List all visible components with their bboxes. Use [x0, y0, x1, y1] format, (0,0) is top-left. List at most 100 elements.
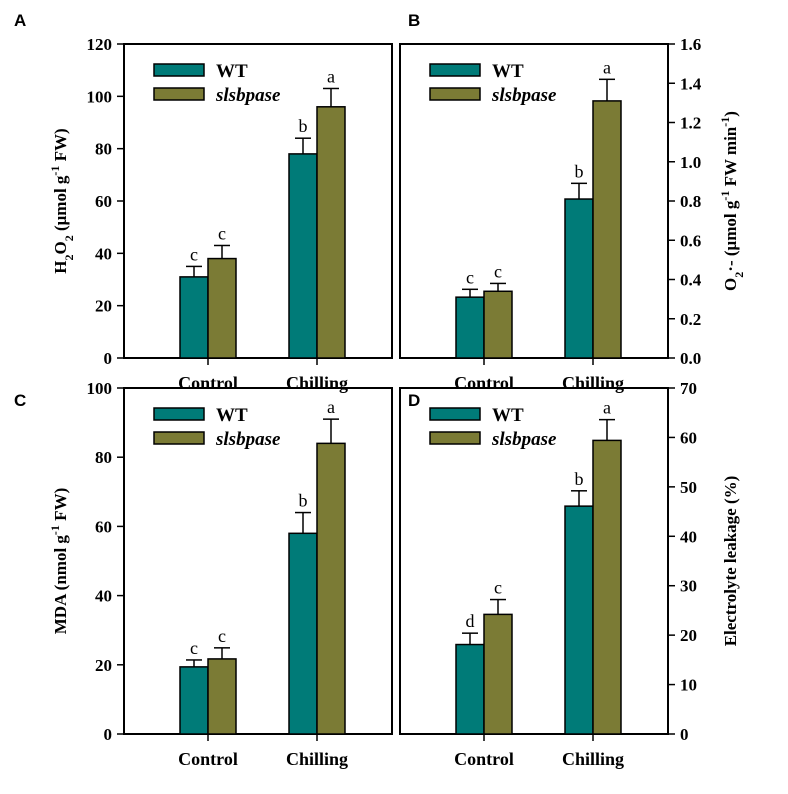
y-axis-label-part: ·-: [721, 260, 740, 272]
y-axis-label-part: MDA (nmol g: [51, 535, 70, 635]
y-axis-label-part: 2: [62, 254, 76, 260]
y-tick-label: 20: [95, 656, 112, 675]
y-tick-label: 100: [87, 379, 113, 398]
legend-label: WT: [216, 61, 248, 82]
y-axis-label-part: ): [721, 111, 740, 117]
panel-letter: B: [408, 11, 420, 30]
y-tick-label: 1.4: [680, 74, 702, 93]
legend-label: WT: [492, 61, 524, 82]
y-tick-label: 60: [95, 192, 112, 211]
legend-swatch: [429, 407, 481, 421]
y-tick-label: 60: [95, 517, 112, 536]
y-tick-label: 60: [680, 428, 697, 447]
legend-label: slsbpase: [215, 85, 281, 106]
y-axis-label-part: FW): [51, 488, 70, 525]
y-tick-label: 0.8: [680, 192, 701, 211]
y-axis-label-part: -1: [718, 191, 732, 201]
y-axis-label-part: FW): [51, 128, 70, 165]
x-tick-label: Chilling: [562, 373, 624, 393]
y-axis-label-part: O: [51, 241, 70, 254]
y-axis-label: Electrolyte leakage (%): [721, 476, 740, 647]
y-axis-label-part: 2: [62, 235, 76, 241]
y-tick-label: 0: [104, 725, 113, 744]
x-tick-label: Control: [178, 749, 238, 769]
y-tick-label: 1.2: [680, 114, 701, 133]
y-axis-label-part: H: [51, 260, 70, 273]
significance-letter: c: [218, 626, 226, 646]
y-tick-label: 120: [87, 35, 113, 54]
bar-wt: [564, 198, 594, 359]
bar-slsbpase: [316, 442, 346, 735]
bar-wt: [564, 505, 594, 735]
legend-swatch: [429, 63, 481, 77]
legend-swatch: [153, 431, 205, 445]
y-axis-label-part: (μmol g: [51, 175, 70, 235]
legend-label: WT: [492, 405, 524, 426]
legend-swatch: [153, 87, 205, 101]
y-tick-label: 70: [680, 379, 697, 398]
panel-c: C 0 20 40 60 80 100 MDA (nmol g-1 FW) Control Chi…: [14, 379, 393, 769]
bar-slsbpase: [483, 290, 513, 359]
significance-letter: c: [190, 638, 198, 658]
y-axis-label-part: FW min: [721, 126, 740, 190]
x-tick-label: Chilling: [286, 749, 348, 769]
y-tick-label: 10: [680, 676, 697, 695]
legend-label: slsbpase: [215, 429, 281, 450]
y-tick-label: 80: [95, 140, 112, 159]
bar-wt: [179, 276, 209, 359]
y-axis-label-part: -1: [48, 166, 62, 176]
bar-slsbpase: [207, 257, 237, 359]
bar-wt: [179, 666, 209, 735]
y-tick-label: 100: [87, 87, 113, 106]
significance-letter: c: [466, 267, 474, 287]
plot-frame: [123, 387, 393, 735]
bar-slsbpase: [592, 100, 622, 359]
x-tick-label: Chilling: [562, 749, 624, 769]
y-tick-label: 0.4: [680, 271, 702, 290]
bar-wt: [455, 296, 485, 359]
plot-frame: [399, 387, 669, 735]
significance-letter: c: [218, 223, 226, 243]
y-tick-label: 0.0: [680, 349, 701, 368]
x-tick-label: Control: [454, 373, 514, 393]
y-axis-label-part: O: [721, 278, 740, 291]
bar-wt: [288, 532, 318, 735]
y-tick-label: 0: [104, 349, 113, 368]
bar-wt: [288, 153, 318, 359]
bar-slsbpase: [592, 439, 622, 735]
y-tick-label: 20: [95, 297, 112, 316]
y-tick-label: 40: [95, 244, 112, 263]
panel-d: D 0 10 20 30 40 50 60 70 Electrolyte leakage (%) C…: [399, 379, 740, 769]
bar-slsbpase: [483, 613, 513, 735]
y-axis-label-part: 2: [732, 272, 746, 278]
y-tick-label: 0: [680, 725, 689, 744]
bar-slsbpase: [207, 658, 237, 735]
y-axis-label-part: (μmol g: [721, 200, 740, 260]
legend-swatch: [429, 431, 481, 445]
legend-label: WT: [216, 405, 248, 426]
x-tick-label: Chilling: [286, 373, 348, 393]
legend-label: slsbpase: [491, 85, 557, 106]
legend-label: slsbpase: [491, 429, 557, 450]
legend-swatch: [429, 87, 481, 101]
panel-b: B 0.0 0.2 0.4 0.6 0.8 1.0 1.2 1.4 1.6 O2·- (μmol g…: [399, 11, 746, 393]
panel-letter: C: [14, 391, 26, 410]
y-axis-label-part: -1: [48, 525, 62, 535]
y-tick-label: 0.6: [680, 231, 701, 250]
significance-letter: b: [299, 116, 308, 136]
panel-letter: A: [14, 11, 26, 30]
y-tick-label: 30: [680, 577, 697, 596]
y-tick-label: 1.0: [680, 153, 701, 172]
significance-letter: b: [299, 491, 308, 511]
significance-letter: b: [575, 469, 584, 489]
significance-letter: a: [327, 66, 335, 86]
y-tick-label: 50: [680, 478, 697, 497]
significance-letter: a: [327, 397, 335, 417]
y-tick-label: 80: [95, 448, 112, 467]
bar-wt: [455, 643, 485, 735]
significance-letter: a: [603, 398, 611, 418]
legend-swatch: [153, 63, 205, 77]
x-tick-label: Control: [454, 749, 514, 769]
